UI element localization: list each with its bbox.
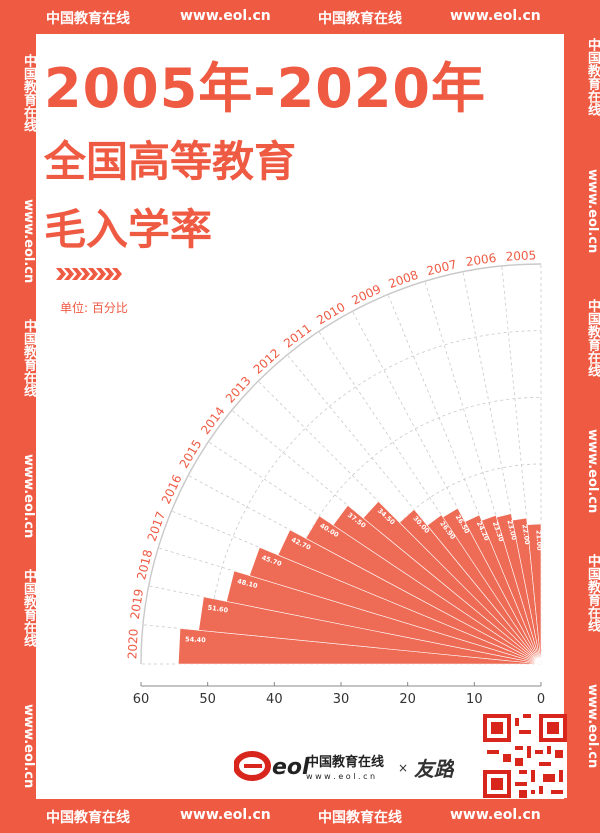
qr-code bbox=[483, 714, 567, 798]
side-brand-url: www.eol.cn bbox=[585, 169, 600, 254]
grid-arc bbox=[140, 263, 542, 665]
right-banner: 中国教育在线 www.eol.cn 中国教育在线 www.eol.cn 中国教育… bbox=[564, 34, 600, 799]
side-brand-cn: 中国教育在线 bbox=[21, 54, 36, 132]
side-brand-url: www.eol.cn bbox=[21, 199, 36, 284]
side-brand-url: www.eol.cn bbox=[585, 684, 600, 769]
x-tick-label: 0 bbox=[537, 692, 545, 707]
x-tick-label: 10 bbox=[466, 692, 483, 707]
title-line-1: 2005年-2020年 bbox=[44, 57, 486, 120]
year-label-2020: 2020 bbox=[125, 628, 140, 659]
bottom-banner: 中国教育在线 www.eol.cn 中国教育在线 www.eol.cn bbox=[0, 799, 600, 833]
year-label-2018: 2018 bbox=[134, 548, 155, 581]
year-label-2006: 2006 bbox=[465, 251, 497, 269]
times-symbol: × bbox=[398, 761, 408, 775]
eol-logo-url: w w w . e o l . c n bbox=[306, 772, 375, 781]
x-tick-label: 60 bbox=[133, 692, 150, 707]
banner-brand-url: www.eol.cn bbox=[450, 807, 541, 823]
banner-brand-cn: 中国教育在线 bbox=[46, 810, 130, 826]
side-brand-url: www.eol.cn bbox=[21, 704, 36, 789]
value-label-2006: 22.00 bbox=[520, 524, 531, 546]
unit-label: 单位: 百分比 bbox=[60, 301, 128, 315]
banner-brand-url: www.eol.cn bbox=[180, 807, 271, 823]
eol-logo-text: eol bbox=[272, 755, 310, 780]
side-brand-cn: 中国教育在线 bbox=[585, 299, 600, 377]
chevron-arrows-decoration bbox=[56, 268, 122, 280]
value-label-2020: 54.40 bbox=[185, 635, 206, 644]
banner-brand-url: www.eol.cn bbox=[450, 8, 541, 24]
content-panel: 2005年-2020年 全国高等教育 毛入学率 单位: 百分比 54.40 202… bbox=[36, 34, 567, 799]
left-banner: 中国教育在线 www.eol.cn 中国教育在线 www.eol.cn 中国教育… bbox=[0, 34, 36, 799]
title-line-2: 全国高等教育 bbox=[44, 137, 297, 186]
side-brand-url: www.eol.cn bbox=[21, 454, 36, 539]
year-label-2019: 2019 bbox=[128, 588, 146, 620]
footer-logos: eol 中国教育在线 w w w . e o l . c n × 友路 bbox=[233, 746, 456, 790]
value-label-2019: 51.60 bbox=[207, 604, 229, 615]
eol-logo: eol 中国教育在线 w w w . e o l . c n × 友路 bbox=[233, 751, 456, 781]
banner-brand-cn: 中国教育在线 bbox=[318, 810, 402, 826]
banner-brand-url: www.eol.cn bbox=[180, 8, 271, 24]
side-brand-cn: 中国教育在线 bbox=[21, 569, 36, 647]
eol-logo-cn: 中国教育在线 bbox=[306, 754, 384, 770]
year-label-2005: 2005 bbox=[505, 248, 536, 263]
banner-brand-cn: 中国教育在线 bbox=[46, 11, 130, 27]
title-line-3: 毛入学率 bbox=[44, 205, 213, 254]
side-brand-cn: 中国教育在线 bbox=[585, 554, 600, 632]
banner-brand-cn: 中国教育在线 bbox=[318, 11, 402, 27]
side-brand-cn: 中国教育在线 bbox=[585, 38, 600, 116]
year-label-2007: 2007 bbox=[425, 257, 458, 278]
side-brand-url: www.eol.cn bbox=[585, 429, 600, 514]
x-tick-label: 30 bbox=[333, 692, 350, 707]
grid-arc bbox=[207, 330, 542, 665]
value-label-2005: 21.00 bbox=[534, 530, 543, 551]
partner-logo: 友路 bbox=[414, 757, 454, 781]
bar-2005 bbox=[526, 523, 542, 665]
top-banner: 中国教育在线 www.eol.cn 中国教育在线 www.eol.cn bbox=[0, 0, 600, 34]
x-tick-label: 40 bbox=[266, 692, 283, 707]
x-tick-label: 20 bbox=[399, 692, 416, 707]
x-tick-label: 50 bbox=[199, 692, 216, 707]
side-brand-cn: 中国教育在线 bbox=[21, 319, 36, 397]
year-label-2017: 2017 bbox=[145, 510, 168, 543]
year-label-2008: 2008 bbox=[387, 268, 420, 291]
